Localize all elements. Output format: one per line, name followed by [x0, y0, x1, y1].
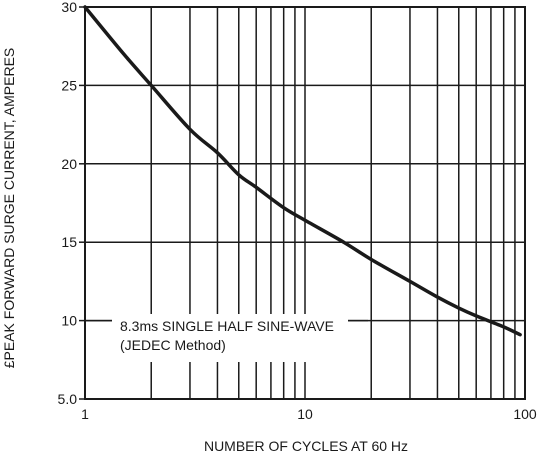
y-tick-label: 5.0 [58, 391, 78, 407]
y-tick-label: 15 [61, 234, 77, 250]
annotation-box: 8.3ms SINGLE HALF SINE-WAVE (JEDEC Method… [85, 314, 368, 362]
annotation-line: (JEDEC Method) [120, 337, 226, 353]
x-tick-label: 100 [513, 406, 537, 422]
y-tick-label: 25 [61, 77, 77, 93]
x-tick-label: 10 [297, 406, 313, 422]
axis-titles: NUMBER OF CYCLES AT 60 Hz £PEAK FORWARD … [1, 48, 408, 454]
y-tick-label: 30 [61, 0, 77, 15]
curve-layer [83, 5, 522, 337]
plot-border [84, 6, 526, 400]
annotation-line: 8.3ms SINGLE HALF SINE-WAVE [120, 318, 334, 334]
annotation-backdrop [112, 314, 348, 362]
plot-frame [84, 6, 526, 400]
y-tick-label: 10 [61, 313, 77, 329]
y-axis-title: £PEAK FORWARD SURGE CURRENT, AMPERES [1, 48, 17, 369]
tick-labels: 5.0 10 15 20 25 30 1 10 100 [58, 0, 537, 422]
x-tick-label: 1 [81, 406, 89, 422]
x-axis-title: NUMBER OF CYCLES AT 60 Hz [204, 438, 408, 454]
y-tick-label: 20 [61, 156, 77, 172]
surge-current-curve [83, 5, 522, 337]
